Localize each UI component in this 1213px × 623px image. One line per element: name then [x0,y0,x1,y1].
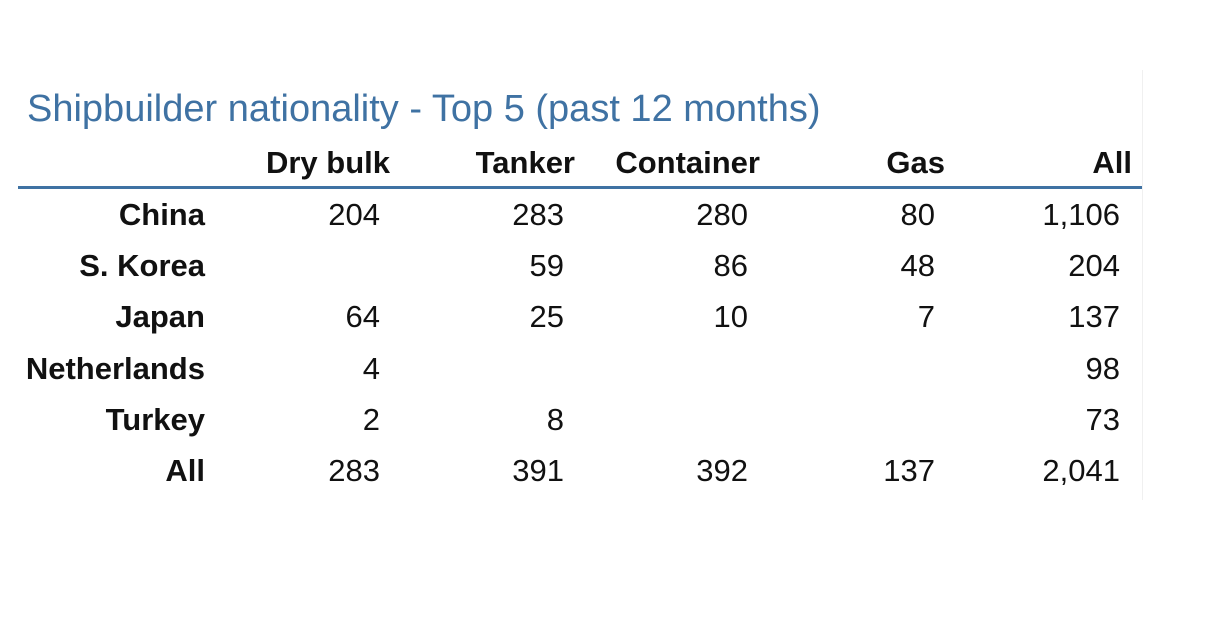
table-cell: 137 [883,453,935,488]
row-label: S. Korea [79,248,205,284]
row-label: Turkey [105,401,205,437]
edge-line [1142,70,1143,500]
column-header: Tanker [475,145,575,180]
table-cell: 2,041 [1042,453,1120,488]
column-header: Gas [886,145,945,180]
table-cell: 280 [696,197,748,232]
table-cell: 4 [362,350,380,386]
row-label: Netherlands [25,350,205,386]
table-cell: 48 [900,248,935,284]
row-label: China [118,197,205,232]
table-cell: 204 [1068,248,1120,284]
table-cell: 2 [362,401,380,437]
table-cell: 283 [512,197,564,232]
table-cell: 25 [529,299,564,335]
row-label: Japan [115,299,205,335]
table-cell: 1,106 [1042,197,1120,232]
column-header: All [1092,145,1132,180]
table-cell: 8 [546,401,564,437]
column-header: Dry bulk [265,145,390,180]
table-cell: 10 [713,299,748,335]
table-cell: 64 [345,299,380,335]
table-cell: 80 [900,197,935,232]
table-cell: 59 [529,248,564,284]
table-cell: 73 [1085,401,1120,437]
table-title: Shipbuilder nationality - Top 5 (past 12… [27,88,821,130]
table-cell: 392 [696,453,748,488]
table-cell: 7 [917,299,935,335]
table-cell: 86 [713,248,748,284]
header-rule [18,186,1142,189]
row-label: All [165,453,205,488]
table-cell: 204 [328,197,380,232]
table-cell: 98 [1085,350,1120,386]
column-header: Container [615,145,760,180]
table-cell: 283 [328,453,380,488]
table-cell: 391 [512,453,564,488]
table-cell: 137 [1068,299,1120,335]
